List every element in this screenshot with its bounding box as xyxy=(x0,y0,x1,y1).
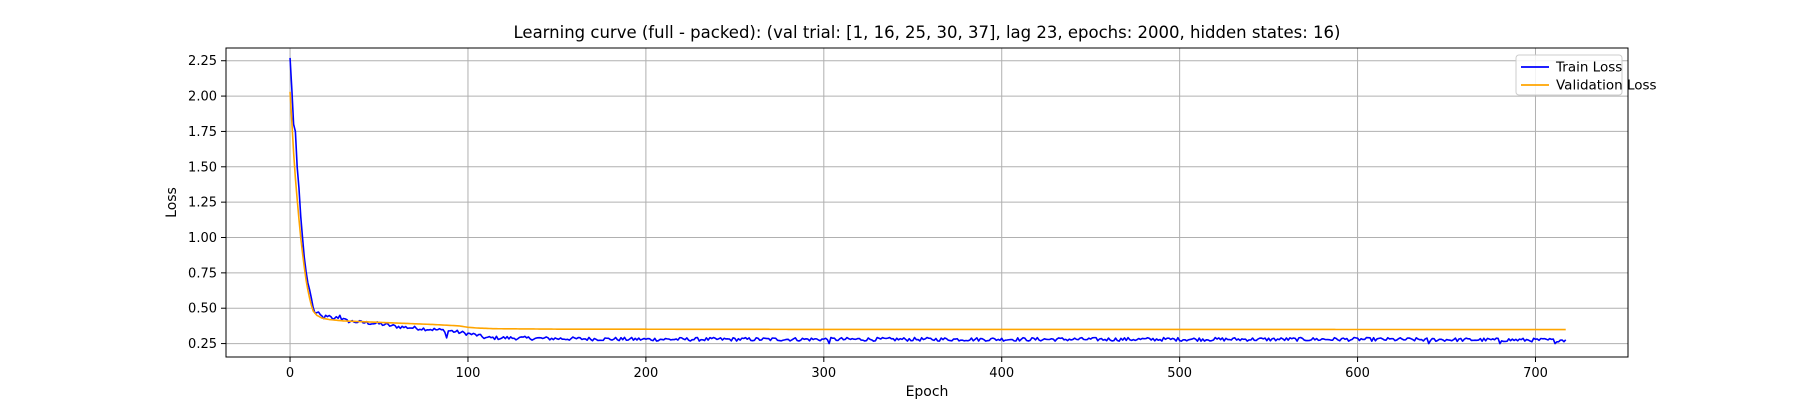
legend: Train Loss Validation Loss xyxy=(1515,54,1657,96)
x-tick-label: 300 xyxy=(811,366,836,381)
y-tick-label: 0.75 xyxy=(188,266,217,281)
x-tick-label: 700 xyxy=(1523,366,1548,381)
y-tick-label: 1.75 xyxy=(188,125,217,140)
x-tick-label: 100 xyxy=(456,366,481,381)
y-tick-label: 0.50 xyxy=(188,302,217,317)
grid xyxy=(226,48,1628,357)
series-layer xyxy=(289,57,1567,345)
y-tick-label: 2.25 xyxy=(188,54,217,69)
x-tick-label: 600 xyxy=(1345,366,1370,381)
x-tick-label: 0 xyxy=(286,366,294,381)
series-line-validation-loss xyxy=(289,91,1566,331)
chart-title: Learning curve (full - packed): (val tri… xyxy=(514,23,1341,42)
x-axis-label: Epoch xyxy=(906,384,949,400)
x-tick-label: 500 xyxy=(1167,366,1192,381)
y-tick-label: 2.00 xyxy=(188,90,217,105)
y-tick-label: 1.25 xyxy=(188,196,217,211)
series-line-train-loss xyxy=(289,57,1567,345)
y-axis: 0.25 0.50 0.75 1.00 1.25 1.50 1.75 2.00 2.25 xyxy=(188,54,226,352)
y-axis-label: Loss xyxy=(164,187,180,218)
y-tick-label: 0.25 xyxy=(188,337,217,352)
x-tick-label: 400 xyxy=(989,366,1014,381)
y-tick-label: 1.50 xyxy=(188,160,217,175)
legend-label-train-loss: Train Loss xyxy=(1555,60,1622,76)
x-axis: 0 100 200 300 400 500 600 700 xyxy=(286,357,1548,381)
legend-label-validation-loss: Validation Loss xyxy=(1556,78,1657,94)
y-tick-label: 1.00 xyxy=(188,231,217,246)
x-tick-label: 200 xyxy=(633,366,658,381)
